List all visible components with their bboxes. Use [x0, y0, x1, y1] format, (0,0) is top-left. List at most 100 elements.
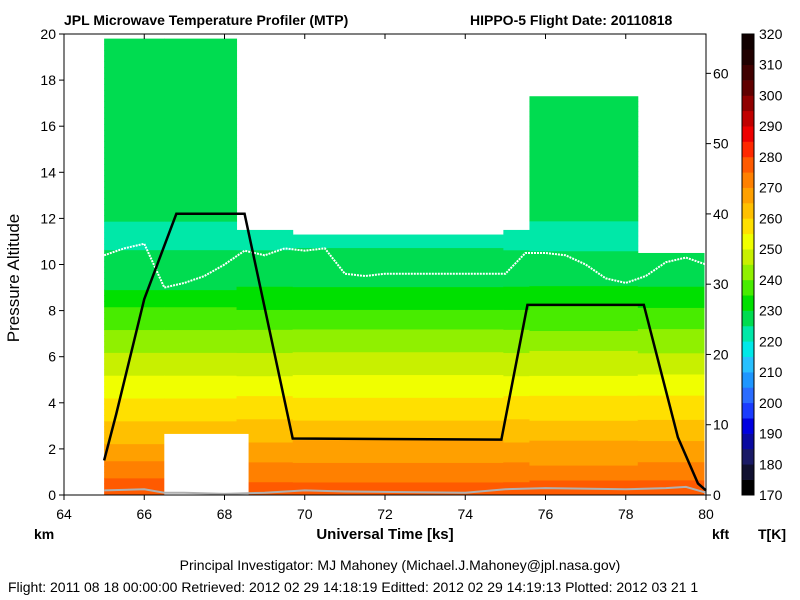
x-axis-label: Universal Time [ks]: [316, 526, 454, 543]
heatmap-cell: [164, 272, 238, 279]
heatmap-cell: [164, 129, 238, 137]
heatmap-cell: [104, 38, 165, 45]
heatmap-cell: [164, 386, 238, 393]
heatmap-cell: [529, 265, 639, 272]
heatmap-cell: [637, 334, 705, 339]
heatmap-cell: [292, 276, 504, 281]
heatmap-cell: [292, 244, 504, 249]
heatmap-cell: [104, 147, 165, 154]
heatmap-cell: [236, 412, 294, 416]
heatmap-cell: [503, 485, 530, 489]
heatmap-cell: [164, 295, 238, 302]
heatmap-cell: [164, 50, 238, 57]
heatmap-cell: [529, 275, 639, 282]
heatmap-cell: [236, 379, 294, 383]
heatmap-cell: [236, 322, 294, 327]
heatmap-cell: [637, 325, 705, 330]
colorbar-swatch: [742, 387, 754, 404]
heatmap-cell: [637, 295, 705, 299]
heatmap-cell: [292, 390, 504, 395]
y2-tick-label: 50: [713, 136, 729, 152]
y2-tick-label: 40: [713, 206, 729, 222]
heatmap-cell: [236, 246, 294, 251]
heatmap-cell: [529, 106, 639, 112]
heatmap-cell: [637, 349, 705, 354]
heatmap-cell: [292, 449, 504, 454]
heatmap-cell: [164, 72, 238, 80]
heatmap-cell: [529, 180, 639, 187]
heatmap-cell: [503, 306, 530, 310]
heatmap-cell: [164, 278, 238, 285]
heatmap-cell: [104, 466, 165, 473]
heatmap-cell: [637, 458, 705, 463]
heatmap-cell: [104, 169, 165, 177]
heatmap-cell: [164, 238, 238, 245]
heatmap-cell: [236, 428, 294, 433]
heatmap-cell: [164, 164, 238, 171]
heatmap-cell: [164, 186, 238, 194]
heatmap-cell: [104, 398, 165, 405]
heatmap-cell: [236, 253, 294, 257]
heatmap-cell: [503, 388, 530, 393]
heatmap-cell: [637, 364, 705, 369]
heatmap-cell: [236, 319, 294, 324]
heatmap-cell: [503, 302, 530, 307]
heatmap-cell: [236, 425, 294, 430]
heatmap-cell: [104, 78, 165, 85]
y2-tick-label: 20: [713, 346, 729, 362]
heatmap-cell: [637, 304, 705, 308]
heatmap-cell: [104, 101, 165, 108]
heatmap-cell: [236, 352, 294, 357]
heatmap-cell: [292, 332, 504, 336]
x-tick-label: 66: [136, 506, 152, 522]
heatmap-cell: [104, 186, 165, 194]
heatmap-cell: [164, 346, 238, 353]
y-tick-label: 12: [40, 210, 56, 226]
heatmap-cell: [104, 483, 165, 490]
heatmap-cell: [236, 296, 294, 301]
x-tick-label: 80: [698, 506, 714, 522]
colorbar-swatch: [742, 34, 754, 50]
heatmap-cell: [164, 323, 238, 331]
heatmap-cell: [236, 312, 294, 317]
heatmap-cell: [292, 413, 504, 418]
heatmap-cell: [529, 300, 639, 307]
heatmap-cell: [637, 473, 705, 478]
heatmap-cell: [236, 455, 294, 460]
heatmap-cell: [503, 312, 530, 317]
heatmap-cell: [292, 403, 504, 408]
heatmap-cell: [503, 286, 530, 291]
colorbar-swatch: [742, 418, 754, 434]
heatmap-cell: [529, 355, 639, 361]
heatmap-cell: [164, 232, 238, 239]
heatmap-cell: [236, 441, 294, 446]
heatmap-cell: [637, 449, 705, 454]
heatmap-cell: [164, 107, 238, 114]
heatmap-cell: [292, 481, 504, 486]
heatmap-cell: [503, 342, 530, 347]
heatmap-cell: [529, 126, 639, 132]
heatmap-cell: [236, 292, 294, 297]
heatmap-cell: [503, 402, 530, 407]
heatmap-cell: [104, 135, 165, 142]
heatmap-cell: [637, 319, 705, 324]
heatmap-cell: [104, 437, 165, 445]
heatmap-cell: [637, 307, 705, 311]
heatmap-cell: [529, 490, 639, 496]
heatmap-cell: [637, 434, 705, 439]
heatmap-cell: [164, 249, 238, 256]
heatmap-cell: [164, 369, 238, 376]
heatmap-cell: [104, 449, 165, 456]
heatmap-cell: [637, 298, 705, 302]
heatmap-cell: [292, 465, 504, 470]
heatmap-cell: [503, 379, 530, 383]
heatmap-cell: [164, 289, 238, 296]
colorbar-swatch: [742, 279, 754, 296]
heatmap-cell: [292, 462, 504, 467]
heatmap-cell: [292, 254, 504, 258]
heatmap-cell: [292, 351, 504, 356]
heatmap-cell: [637, 280, 705, 284]
heatmap-cell: [164, 78, 238, 85]
heatmap-cell: [236, 405, 294, 410]
colorbar-tick-label: 290: [759, 118, 783, 134]
